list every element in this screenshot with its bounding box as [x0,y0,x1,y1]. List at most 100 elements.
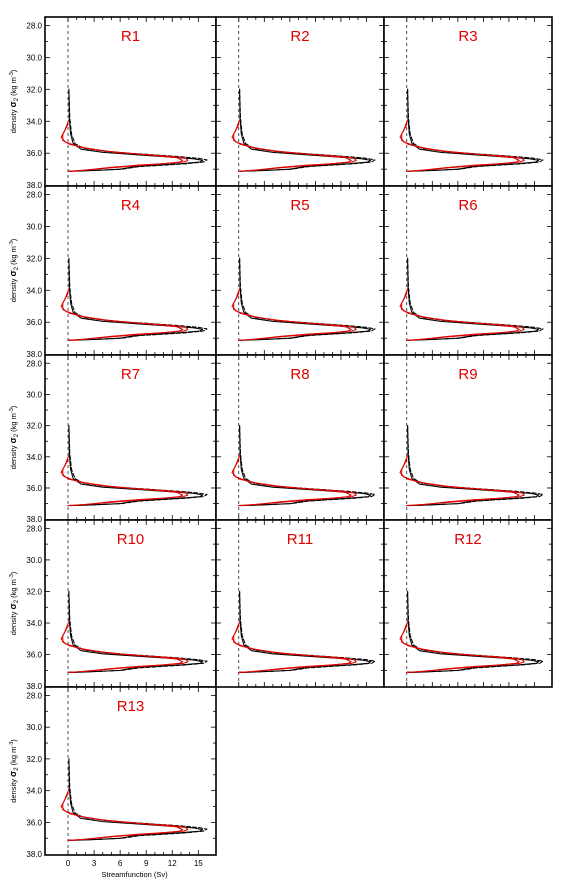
series-line-red-4 [62,123,184,172]
panel-r5: R5 [215,185,385,356]
y-axis-label-part: σ [8,771,18,777]
y-tick-label: 38.0 [26,515,42,524]
y-axis-label-part: ) [9,739,18,742]
y-axis-label-part: density [9,276,18,302]
y-tick-label: 32.0 [26,422,42,431]
y-axis-label: density σ2 (kg m-3) [8,238,20,302]
series-line-black-2 [67,425,208,507]
y-axis-label-part: -3 [9,742,15,747]
panel-r3: R3 [383,16,553,187]
y-tick-label: 28.0 [26,21,42,30]
series-line-red-4 [233,292,352,341]
y-tick-label: 36.0 [26,818,42,827]
series-line-red-4 [62,625,184,673]
y-axis-label-part: ) [9,69,18,72]
y-axis-label: density σ2 (kg m-3) [8,69,20,133]
panel-r2: R2 [215,16,385,187]
panel-title: R7 [121,366,140,383]
panel-r10: R10 28.0 30.0 32.0 34.0 36.0 38.0 density σ2 (k… [8,519,217,691]
panel-r1: R1 28.0 30.0 32.0 34.0 36.0 38.0 density σ2 (kg… [8,16,217,190]
series-line-red-4 [401,459,520,507]
y-tick-label: 28.0 [26,524,42,533]
panel-title: R2 [290,28,309,45]
y-axis-label-part: density [9,107,18,133]
y-axis-label: density σ2 (kg m-3) [8,739,20,803]
y-axis-label-part: (kg m [9,413,18,434]
y-axis-label-part: 2 [14,266,20,270]
y-tick-label: 30.0 [26,390,42,399]
panel-title: R1 [121,28,140,45]
series-line-red-4 [62,459,184,507]
y-axis-label-part: (kg m [9,747,18,768]
y-tick-label: 36.0 [26,149,42,158]
y-axis-label-part: 2 [14,767,20,771]
y-axis-label: density σ2 (kg m-3) [8,571,20,635]
y-tick-label: 28.0 [26,190,42,199]
panel-title: R12 [454,531,482,548]
y-axis-label-part: ) [9,238,18,241]
x-tick-label: 0 [66,859,71,868]
series-line-black-2 [67,88,208,172]
y-tick-label: 32.0 [26,587,42,596]
series-line-red-4 [401,625,520,673]
y-axis-label-part: σ [8,270,18,276]
panel-r13: R13 28.0 30.0 32.0 34.0 36.0 38.0 density σ2 (k… [8,686,217,879]
y-axis-label-part: density [9,443,18,469]
series-line-black-2 [406,88,544,172]
series-line-red-4 [401,292,520,341]
x-tick-label: 6 [118,859,123,868]
series-line-black-2 [238,590,376,673]
panel-title: R3 [458,28,477,45]
series-line-red-4 [62,793,184,841]
series-line-red-4 [233,625,352,673]
panel-title: R4 [121,197,140,214]
y-axis-label-part: density [9,777,18,803]
y-tick-label: 34.0 [26,787,42,796]
series-line-black-2 [67,590,208,673]
panel-r8: R8 [215,354,385,521]
y-tick-label: 28.0 [26,691,42,700]
y-axis-label: density σ2 (kg m-3) [8,405,20,469]
series-line-red-4 [62,292,184,341]
y-tick-label: 38.0 [26,682,42,691]
panel-title: R9 [458,366,477,383]
y-tick-label: 28.0 [26,359,42,368]
y-tick-label: 38.0 [26,350,42,359]
y-tick-label: 32.0 [26,85,42,94]
y-tick-label: 34.0 [26,117,42,126]
series-line-black-2 [406,257,544,341]
panel-title: R10 [117,531,145,548]
y-tick-label: 36.0 [26,651,42,660]
y-tick-label: 36.0 [26,318,42,327]
series-line-red-4 [233,459,352,507]
y-axis-label-part: σ [8,101,18,107]
y-axis-label-part: 2 [14,433,20,437]
series-line-black-2 [406,425,544,507]
series-line-red-4 [401,123,520,172]
y-axis-label-part: ) [9,571,18,574]
series-line-black-2 [238,425,376,507]
series-line-red-4 [233,123,352,172]
y-axis-label-part: σ [8,603,18,609]
panel-r12: R12 [383,519,553,688]
panel-r4: R4 28.0 30.0 32.0 34.0 36.0 38.0 density σ2 (kg… [8,185,217,359]
y-axis-label-part: 2 [14,599,20,603]
panel-title: R5 [290,197,309,214]
y-tick-label: 30.0 [26,556,42,565]
y-axis-label-part: -3 [9,241,15,246]
y-tick-label: 32.0 [26,755,42,764]
series-line-black-1 [67,425,204,507]
y-axis-label-part: -3 [9,574,15,579]
y-tick-label: 34.0 [26,453,42,462]
series-line-black-2 [67,758,208,841]
series-line-black-2 [238,88,376,172]
y-tick-label: 30.0 [26,222,42,231]
y-tick-label: 34.0 [26,619,42,628]
y-axis-label-part: (kg m [9,579,18,600]
y-axis-label-part: 2 [14,97,20,101]
y-axis-label-part: density [9,609,18,635]
panel-title: R6 [458,197,477,214]
y-tick-label: 30.0 [26,723,42,732]
y-tick-label: 38.0 [26,181,42,190]
